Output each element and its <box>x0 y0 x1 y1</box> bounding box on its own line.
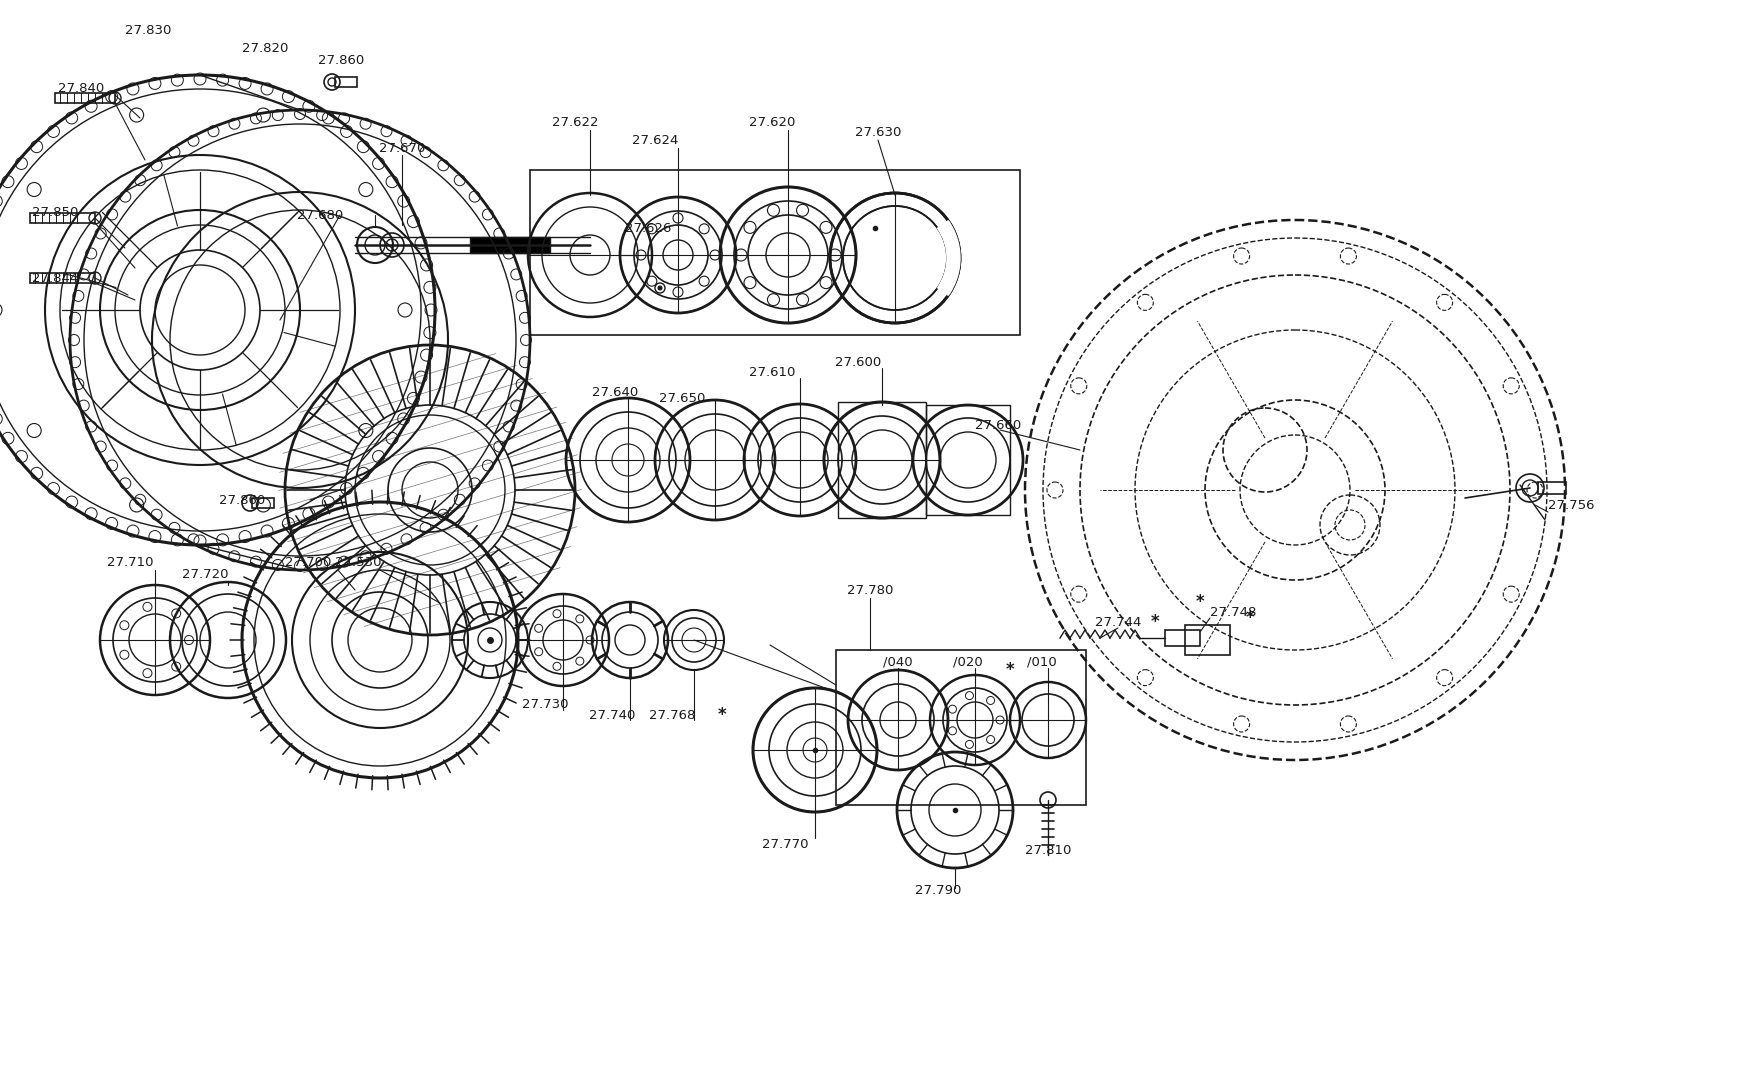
Bar <box>835 649 1085 805</box>
Text: 27.710: 27.710 <box>106 555 153 568</box>
Wedge shape <box>937 220 960 295</box>
Text: 27.600: 27.600 <box>835 355 880 368</box>
Bar <box>838 402 925 518</box>
Bar <box>470 236 550 253</box>
Bar <box>56 93 115 103</box>
Text: 27.740: 27.740 <box>588 708 635 721</box>
Text: 27.820: 27.820 <box>242 42 289 55</box>
Text: 27.790: 27.790 <box>915 884 960 897</box>
Text: 27.730: 27.730 <box>522 698 569 710</box>
Text: *: * <box>716 706 725 724</box>
Circle shape <box>657 286 661 290</box>
Text: 27.630: 27.630 <box>854 125 901 138</box>
Text: /020: /020 <box>953 656 983 669</box>
Text: /010: /010 <box>1026 656 1056 669</box>
Text: 27.770: 27.770 <box>762 838 809 851</box>
Bar <box>30 273 96 282</box>
Bar <box>925 406 1009 515</box>
Text: *: * <box>1149 613 1158 631</box>
Text: 27.780: 27.780 <box>847 583 892 596</box>
Text: 27.626: 27.626 <box>624 221 671 234</box>
Text: 27.624: 27.624 <box>631 134 678 147</box>
Text: 27.610: 27.610 <box>748 366 795 379</box>
Text: 27.530: 27.530 <box>334 555 381 568</box>
Text: 27.660: 27.660 <box>974 418 1021 431</box>
Text: 27.860: 27.860 <box>219 493 264 506</box>
Text: *: * <box>1005 661 1014 679</box>
Text: 27.680: 27.680 <box>297 209 343 221</box>
Text: 27.756: 27.756 <box>1548 499 1593 511</box>
Bar <box>30 213 96 223</box>
Bar <box>1184 625 1229 655</box>
Text: 27.620: 27.620 <box>748 116 795 128</box>
Text: 27.720: 27.720 <box>181 567 228 581</box>
Bar <box>1537 482 1565 494</box>
Text: *: * <box>1195 593 1203 611</box>
Text: *: * <box>1245 609 1254 627</box>
Text: 27.670: 27.670 <box>379 141 424 154</box>
Text: 27.830: 27.830 <box>125 24 170 36</box>
Text: 27.844: 27.844 <box>31 272 78 285</box>
Text: 27.860: 27.860 <box>318 54 363 66</box>
Bar <box>530 170 1019 335</box>
Text: 27.700: 27.700 <box>285 555 330 568</box>
Text: 27.640: 27.640 <box>591 385 638 398</box>
Text: 27.850: 27.850 <box>31 205 78 218</box>
Text: 27.622: 27.622 <box>551 116 598 128</box>
Bar <box>252 498 273 508</box>
Bar <box>336 77 356 87</box>
Text: 27.840: 27.840 <box>57 81 104 94</box>
Text: 27.744: 27.744 <box>1094 615 1141 628</box>
Text: 27.748: 27.748 <box>1209 606 1256 618</box>
Text: 27.650: 27.650 <box>659 392 704 404</box>
Text: /040: /040 <box>883 656 913 669</box>
Text: 27.810: 27.810 <box>1024 843 1071 856</box>
Bar <box>1165 630 1200 646</box>
Text: 27.768: 27.768 <box>649 708 696 721</box>
